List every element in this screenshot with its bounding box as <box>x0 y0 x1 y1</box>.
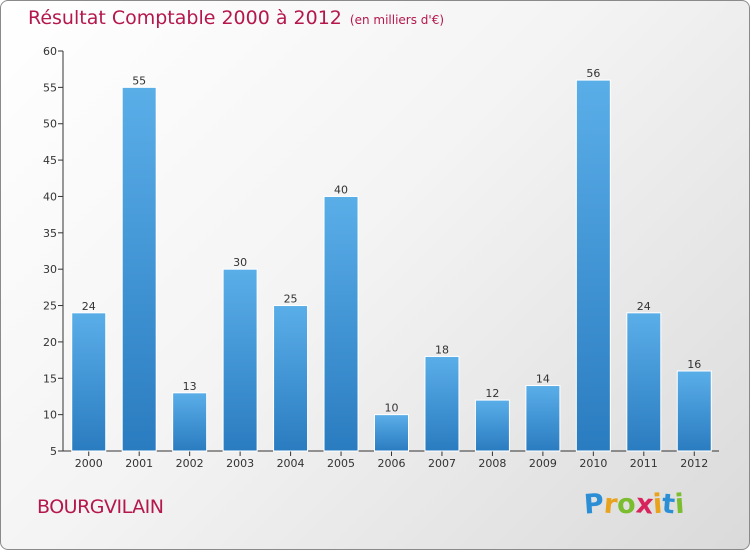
y-tick-label: 35 <box>43 227 57 240</box>
x-tick-label: 2009 <box>529 457 557 470</box>
y-tick-label: 30 <box>43 263 57 276</box>
commune-name: BOURGVILAIN <box>37 496 164 518</box>
bar-value-label: 55 <box>132 74 146 87</box>
x-tick-label: 2010 <box>579 457 607 470</box>
x-tick-label: 2008 <box>478 457 506 470</box>
bar-value-label: 16 <box>687 358 701 371</box>
chart-subtitle: (en milliers d'€) <box>349 13 445 27</box>
bar-value-label: 30 <box>233 256 247 269</box>
bar-value-label: 12 <box>485 387 499 400</box>
x-tick-label: 2003 <box>226 457 254 470</box>
x-tick-label: 2002 <box>176 457 204 470</box>
x-tick-label: 2000 <box>75 457 103 470</box>
bar-2003 <box>222 268 258 452</box>
bar-value-label: 25 <box>284 293 298 306</box>
x-tick-label: 2001 <box>125 457 153 470</box>
bar-2012 <box>676 370 712 452</box>
x-tick-label: 2005 <box>327 457 355 470</box>
bar-value-label: 24 <box>82 300 96 313</box>
bar-value-label: 18 <box>435 343 449 356</box>
chart-title: Résultat Comptable 2000 à 2012 (en millie… <box>28 7 444 29</box>
y-tick-label: 45 <box>43 154 57 167</box>
y-tick-label: 10 <box>43 409 57 422</box>
logo-letter: i <box>674 488 686 521</box>
bar-value-label: 10 <box>385 402 399 415</box>
y-tick-label: 20 <box>43 336 57 349</box>
bar-value-label: 13 <box>183 380 197 393</box>
bar-2004 <box>273 305 309 452</box>
y-tick-label: 60 <box>43 45 57 58</box>
bar-value-label: 40 <box>334 183 348 196</box>
bar-2006 <box>374 414 409 452</box>
bar-2009 <box>525 385 561 452</box>
chart-title-text: Résultat Comptable 2000 à 2012 <box>28 7 342 29</box>
y-tick-label: 5 <box>50 445 57 458</box>
y-tick-label: 25 <box>43 300 57 313</box>
bar-2005 <box>323 195 359 452</box>
x-tick-label: 2011 <box>630 457 658 470</box>
y-tick-label: 15 <box>43 372 57 385</box>
bar-2001 <box>121 86 157 452</box>
bar-2008 <box>474 399 510 452</box>
bar-2002 <box>172 392 208 452</box>
y-tick-label: 50 <box>43 118 57 131</box>
bar-value-label: 24 <box>637 300 651 313</box>
bar-2000 <box>71 312 107 452</box>
logo-letter: o <box>616 488 637 521</box>
x-tick-label: 2006 <box>378 457 406 470</box>
x-tick-label: 2004 <box>277 457 305 470</box>
logo-letter: P <box>582 488 605 521</box>
x-tick-label: 2007 <box>428 457 456 470</box>
bar-2010 <box>575 79 611 452</box>
x-tick-label: 2012 <box>680 457 708 470</box>
bar-2007 <box>424 355 460 452</box>
bar-value-label: 56 <box>586 67 600 80</box>
proxiti-logo[interactable]: Proxiti <box>582 488 686 521</box>
bar-value-label: 14 <box>536 373 550 386</box>
y-tick-label: 40 <box>43 190 57 203</box>
y-tick-label: 55 <box>43 81 57 94</box>
bar-2011 <box>626 312 662 452</box>
